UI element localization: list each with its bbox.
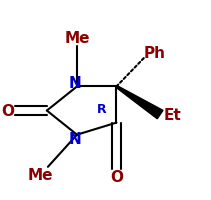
Text: Et: Et [163, 108, 181, 122]
Polygon shape [116, 86, 163, 119]
Text: O: O [1, 104, 14, 118]
Text: Me: Me [64, 31, 90, 45]
Text: N: N [69, 132, 81, 146]
Text: O: O [110, 170, 123, 184]
Text: N: N [69, 76, 81, 90]
Text: R: R [97, 103, 107, 115]
Text: Me: Me [28, 168, 53, 182]
Text: Ph: Ph [143, 46, 165, 60]
